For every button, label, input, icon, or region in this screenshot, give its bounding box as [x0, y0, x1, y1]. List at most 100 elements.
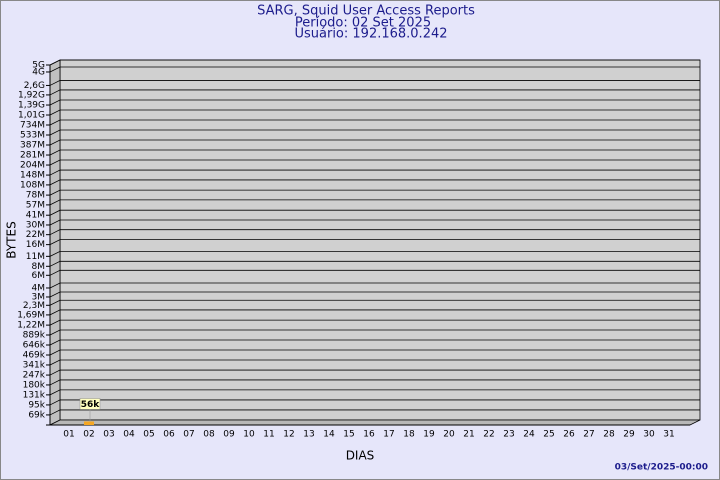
y-tick-label: 1,22M	[17, 321, 45, 331]
x-tick-label: 13	[303, 430, 314, 440]
grid-line	[49, 89, 700, 96]
y-tick-label: 4G	[32, 67, 45, 77]
y-tick-label: 1,69M	[17, 310, 45, 320]
y-tick-label: 148M	[20, 171, 45, 181]
grid-line	[49, 199, 700, 206]
grid-line	[49, 379, 700, 386]
y-tick-label: 2,3M	[23, 301, 45, 311]
grid-line	[49, 59, 700, 66]
y-tick-label: 734M	[20, 120, 45, 130]
x-tick-label: 02	[83, 430, 94, 440]
x-tick-label: 11	[263, 430, 274, 440]
grid-line	[49, 319, 700, 326]
grid-line	[49, 329, 700, 336]
grid-line	[49, 250, 700, 257]
grid-line	[49, 99, 700, 106]
grid-line	[49, 169, 700, 176]
y-tick-label: 889k	[23, 331, 46, 341]
x-tick-label: 14	[323, 430, 335, 440]
x-tick-label: 28	[603, 430, 615, 440]
x-tick-label: 04	[123, 430, 135, 440]
grid-line	[49, 399, 700, 406]
grid-line	[49, 80, 700, 86]
y-tick-label: 108M	[20, 180, 45, 190]
subtitle: Período: 02 Set 2025	[295, 16, 431, 31]
grid-line	[49, 149, 700, 156]
y-tick-label: 5G	[32, 61, 45, 71]
grid-line	[49, 209, 700, 216]
x-tick-label: 15	[343, 430, 354, 440]
y-tick-label: 22M	[26, 230, 45, 240]
grid-line	[49, 109, 700, 116]
x-tick-label: 19	[423, 430, 435, 440]
chart-title: SARG, Squid User Access Reports	[257, 4, 475, 19]
y-tick-label: 1,01G	[18, 111, 45, 121]
grid-line	[49, 291, 700, 298]
y-tick-label: 533M	[20, 131, 45, 141]
y-tick-label: 95k	[28, 400, 45, 410]
footer: 03/Set/2025-00:00	[615, 463, 708, 473]
grid-line	[49, 359, 700, 366]
x-tick-label: 22	[483, 430, 494, 440]
x-tick-label: 18	[403, 430, 415, 440]
y-tick-label: 69k	[28, 410, 45, 420]
grid-line	[49, 159, 700, 166]
y-tick-label: 57M	[26, 200, 45, 210]
y-tick-label: 4M	[32, 283, 46, 293]
y-tick-label: 11M	[26, 252, 45, 262]
y-tick-label: 131k	[23, 390, 46, 400]
grid-line	[49, 129, 700, 136]
y-tick-label: 8M	[32, 262, 46, 272]
x-tick-label: 20	[443, 430, 455, 440]
y-tick-label: 646k	[23, 340, 46, 350]
x-tick-label: 06	[163, 430, 175, 440]
y-tick-label: 247k	[23, 371, 46, 381]
x-tick-label: 01	[63, 430, 74, 440]
grid-line	[49, 299, 700, 306]
x-tick-label: 25	[543, 430, 554, 440]
grid-line	[49, 260, 700, 267]
bar	[84, 421, 94, 425]
y-tick-label: 341k	[23, 360, 46, 370]
grid-line	[49, 349, 700, 356]
subtitle: Usuário: 192.168.0.242	[294, 27, 447, 42]
y-tick-label: 204M	[20, 161, 45, 171]
grid-line	[49, 239, 700, 245]
x-tick-label: 09	[223, 430, 235, 440]
x-tick-label: 24	[523, 430, 535, 440]
y-tick-label: 41M	[26, 211, 45, 221]
y-tick-label: 30M	[26, 220, 45, 230]
x-tick-label: 07	[183, 430, 194, 440]
grid-line	[49, 339, 700, 346]
grid-line	[49, 179, 700, 186]
x-tick-label: 12	[283, 430, 294, 440]
x-tick-label: 30	[643, 430, 655, 440]
x-tick-label: 26	[563, 430, 575, 440]
floor	[49, 419, 701, 426]
y-tick-label: 387M	[20, 141, 45, 151]
grid-line	[49, 389, 700, 396]
grid-line	[49, 282, 700, 289]
y-tick-label: 180k	[23, 380, 46, 390]
grid-line	[49, 409, 700, 416]
x-tick-label: 21	[463, 430, 474, 440]
value-label: 56k	[81, 400, 101, 410]
grid-line	[49, 119, 700, 126]
y-tick-label: 469k	[23, 351, 46, 361]
y-tick-label: 1,39G	[18, 101, 45, 111]
y-tick-label: 3M	[32, 292, 46, 302]
grid-line	[49, 229, 700, 236]
grid-line	[49, 219, 700, 226]
y-tick-label: 6M	[32, 271, 46, 281]
y-tick-label: 78M	[26, 191, 45, 201]
grid-line	[49, 139, 700, 146]
grid-line	[49, 309, 700, 316]
grid-line	[49, 369, 700, 376]
y-axis-label: BYTES	[5, 221, 19, 258]
x-tick-label: 17	[383, 430, 394, 440]
x-tick-label: 05	[143, 430, 154, 440]
grid-line	[49, 189, 700, 196]
y-tick-label: 16M	[26, 240, 45, 250]
